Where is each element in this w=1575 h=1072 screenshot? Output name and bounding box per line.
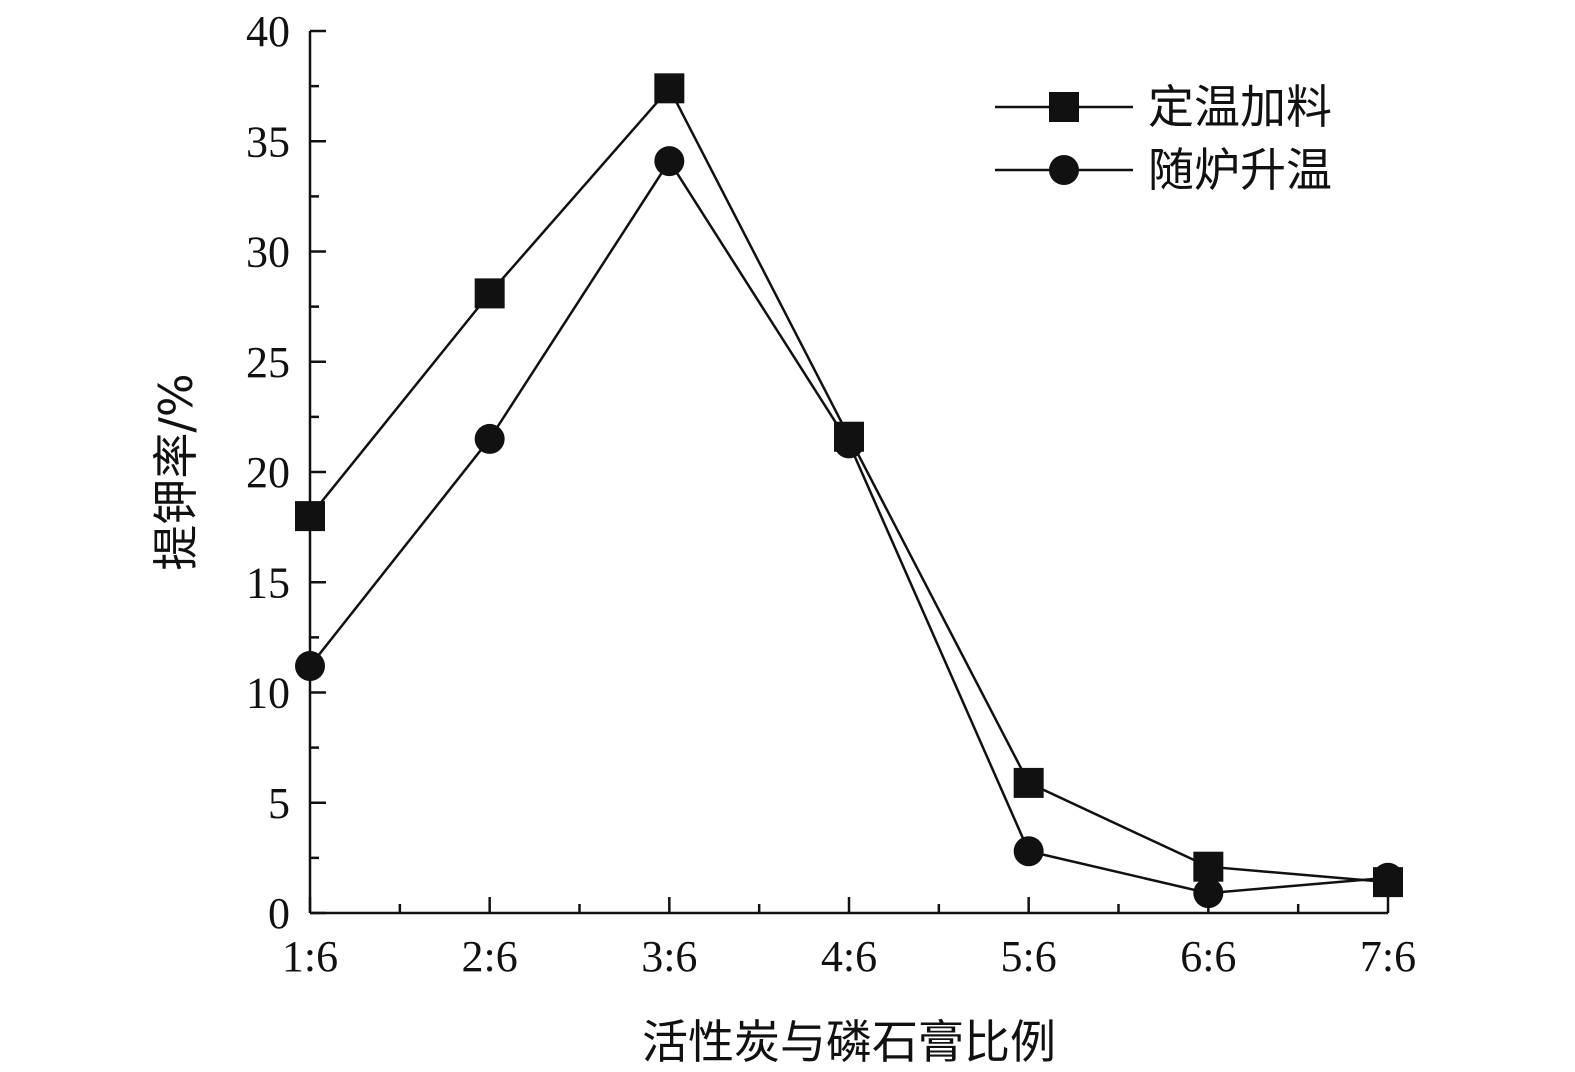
data-point-circle bbox=[474, 423, 505, 454]
series-line bbox=[309, 86, 1389, 884]
data-point-circle bbox=[295, 651, 325, 682]
data-point-square bbox=[654, 73, 685, 104]
y-tick-label: 25 bbox=[246, 338, 290, 387]
legend-marker-circle bbox=[1049, 155, 1079, 185]
data-point-circle bbox=[1373, 862, 1403, 893]
y-tick-label: 40 bbox=[246, 7, 290, 56]
y-tick-label: 30 bbox=[246, 228, 290, 277]
x-tick-label: 1:6 bbox=[282, 932, 338, 981]
x-tick-label: 6:6 bbox=[1180, 932, 1236, 981]
y-tick-label: 35 bbox=[246, 117, 290, 166]
y-tick-label: 5 bbox=[268, 779, 290, 828]
data-point-square bbox=[474, 278, 505, 309]
y-axis-title: 提钾率/% bbox=[149, 373, 203, 570]
y-tick-label: 20 bbox=[246, 448, 290, 497]
legend-item: 随炉升温 bbox=[995, 143, 1332, 197]
data-point-circle bbox=[654, 146, 685, 177]
y-tick-label: 10 bbox=[246, 669, 290, 718]
data-point-square bbox=[295, 501, 325, 532]
series-layer bbox=[295, 73, 1403, 909]
x-tick-label: 5:6 bbox=[1001, 932, 1057, 981]
x-axis-title: 活性炭与磷石膏比例 bbox=[642, 1015, 1056, 1069]
x-tick-label: 3:6 bbox=[641, 932, 697, 981]
legend-marker-square bbox=[1049, 92, 1079, 122]
x-tick-label: 7:6 bbox=[1360, 932, 1416, 981]
data-point-square bbox=[1193, 851, 1224, 882]
legend-item: 定温加料 bbox=[995, 80, 1332, 134]
data-point-circle bbox=[834, 428, 864, 459]
y-tick-label: 0 bbox=[268, 889, 290, 938]
legend-label: 定温加料 bbox=[1148, 80, 1332, 134]
data-point-circle bbox=[1193, 878, 1224, 909]
axes: 0 5 10 15 20 25 30 35 40 1:6 2:6 3:6 4:6 5:6 6:6 7:6 bbox=[246, 7, 1416, 981]
series-circle bbox=[295, 146, 1403, 909]
x-tick-label: 4:6 bbox=[821, 932, 877, 981]
y-tick-label: 15 bbox=[246, 558, 290, 607]
data-point-square bbox=[1013, 767, 1044, 798]
x-tick-label: 2:6 bbox=[462, 932, 518, 981]
series-line bbox=[309, 158, 1389, 895]
legend-label: 随炉升温 bbox=[1148, 143, 1332, 197]
data-point-circle bbox=[1013, 836, 1044, 867]
